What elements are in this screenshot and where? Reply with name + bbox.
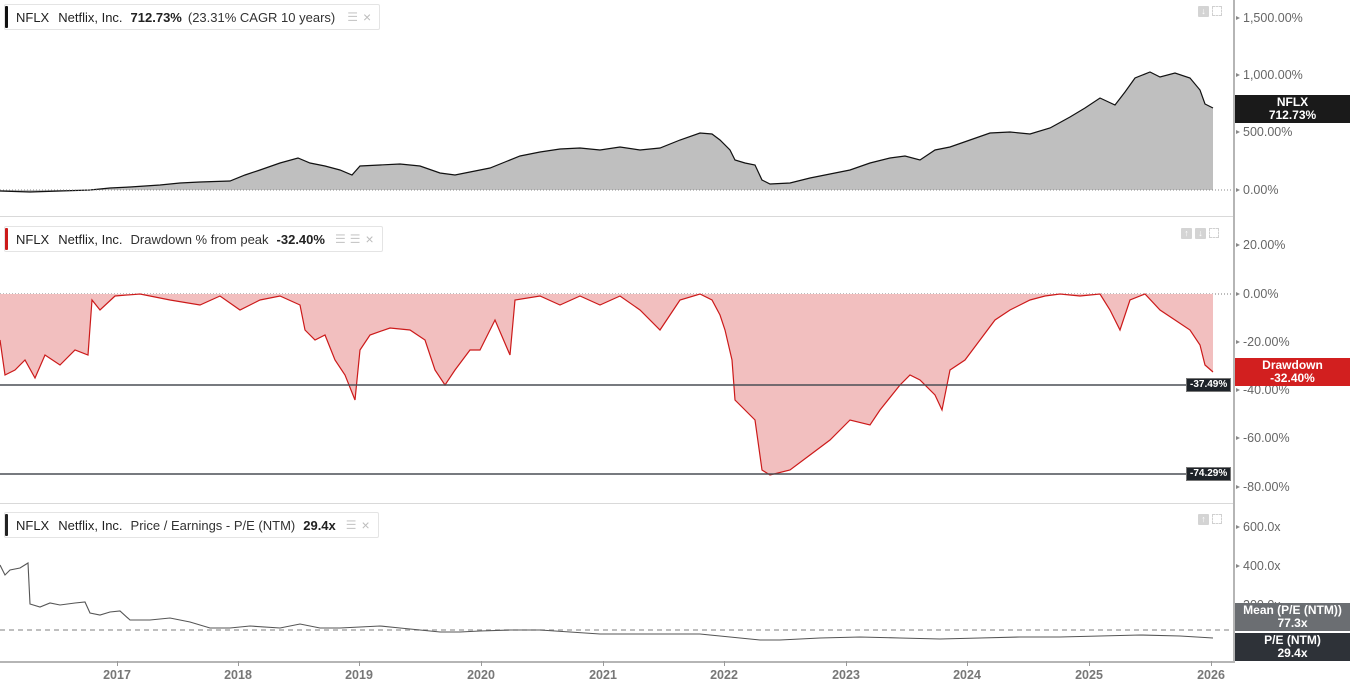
- series-color-swatch: [5, 6, 8, 28]
- drawdown-panel-controls: ↑ ↓: [1181, 228, 1219, 239]
- legend-ticker: NFLX: [16, 231, 50, 247]
- flag-label: NFLX: [1276, 95, 1309, 109]
- flag-label: P/E (NTM): [1264, 633, 1321, 647]
- x-tick-label: 2019: [345, 668, 373, 682]
- x-tick-mark: [1089, 661, 1090, 666]
- x-tick-mark: [724, 661, 725, 666]
- x-tick-mark: [967, 661, 968, 666]
- flag-value: 712.73%: [1268, 108, 1317, 122]
- legend-company-name: Netflix, Inc.: [58, 9, 123, 25]
- panel-separator: [0, 216, 1233, 217]
- pe-line: [0, 562, 1233, 641]
- flag-value: -32.40%: [1270, 371, 1315, 385]
- series-color-swatch: [5, 228, 8, 250]
- close-icon[interactable]: ×: [363, 9, 372, 25]
- y-tick: -40.00%: [1236, 383, 1290, 397]
- x-tick-label: 2025: [1075, 668, 1103, 682]
- y-tick: 1,500.00%: [1236, 11, 1303, 25]
- pe-mean-flag: Mean (P/E (NTM)) 77.3x: [1235, 603, 1350, 631]
- pe-current-flag: P/E (NTM) 29.4x: [1235, 633, 1350, 661]
- price-panel-legend[interactable]: NFLX Netflix, Inc. 712.73% (23.31% CAGR …: [4, 4, 381, 30]
- flag-value: 29.4x: [1277, 646, 1308, 660]
- y-tick: 400.0x: [1236, 559, 1281, 573]
- y-tick: 500.00%: [1235, 125, 1293, 139]
- layers-icon[interactable]: ☰: [345, 518, 357, 532]
- x-tick-mark: [603, 661, 604, 666]
- layers-icon[interactable]: ☰: [347, 10, 359, 24]
- price-value-flag: NFLX 712.73%: [1235, 95, 1350, 123]
- x-tick-label: 2017: [103, 668, 131, 682]
- x-tick-mark: [846, 661, 847, 666]
- y-tick: 1,000.00%: [1236, 68, 1303, 82]
- legend-cagr: (23.31% CAGR 10 years): [187, 9, 336, 25]
- move-up-icon[interactable]: ↑: [1181, 228, 1192, 239]
- x-tick-mark: [481, 661, 482, 666]
- x-tick-label: 2020: [467, 668, 495, 682]
- legend-value: -32.40%: [276, 231, 325, 247]
- drawdown-value-flag: Drawdown -32.40%: [1235, 358, 1350, 386]
- y-tick: 0.00%: [1235, 183, 1279, 197]
- drawdown-hline-label: -37.49%: [1186, 378, 1232, 392]
- x-tick-label: 2018: [224, 668, 252, 682]
- x-tick-mark: [238, 661, 239, 666]
- x-tick-label: 2026: [1197, 668, 1225, 682]
- series-color-swatch: [5, 514, 8, 536]
- move-down-icon[interactable]: ↓: [1198, 6, 1209, 17]
- fullscreen-icon[interactable]: [1212, 6, 1222, 16]
- x-tick-label: 2023: [832, 668, 860, 682]
- close-icon[interactable]: ×: [361, 517, 370, 533]
- legend-value: 712.73%: [130, 9, 182, 25]
- legend-metric: Drawdown % from peak: [130, 231, 269, 247]
- x-tick-label: 2021: [589, 668, 617, 682]
- drawdown-area: [0, 293, 1233, 476]
- charts-canvas: [0, 71, 1233, 641]
- y-tick: -20.00%: [1236, 335, 1290, 349]
- price-panel-controls: ↓: [1198, 6, 1222, 17]
- y-tick: -60.00%: [1236, 431, 1290, 445]
- x-tick-label: 2022: [710, 668, 738, 682]
- close-icon[interactable]: ×: [365, 231, 374, 247]
- panel-separator: [0, 503, 1233, 504]
- layers-up-icon[interactable]: ☰: [334, 232, 346, 246]
- flag-value: 77.3x: [1277, 616, 1308, 630]
- price-return-area: [0, 71, 1233, 193]
- legend-ticker: NFLX: [16, 517, 50, 533]
- move-up-icon[interactable]: ↑: [1198, 514, 1209, 525]
- legend-company-name: Netflix, Inc.: [58, 231, 123, 247]
- x-tick-label: 2024: [953, 668, 981, 682]
- legend-company-name: Netflix, Inc.: [58, 517, 123, 533]
- legend-value: 29.4x: [303, 517, 336, 533]
- drawdown-hline-label: -74.29%: [1186, 467, 1232, 481]
- y-tick: 600.0x: [1236, 520, 1281, 534]
- x-axis-line: [0, 661, 1235, 663]
- x-tick-mark: [359, 661, 360, 666]
- flag-label: Mean (P/E (NTM)): [1243, 603, 1342, 617]
- legend-ticker: NFLX: [16, 9, 50, 25]
- y-tick: 20.00%: [1235, 238, 1286, 252]
- y-tick: -80.00%: [1236, 480, 1290, 494]
- fullscreen-icon[interactable]: [1209, 228, 1219, 238]
- layers-down-icon[interactable]: ☰: [349, 232, 361, 246]
- flag-label: Drawdown: [1262, 358, 1323, 372]
- fullscreen-icon[interactable]: [1212, 514, 1222, 524]
- pe-panel-controls: ↑: [1198, 514, 1222, 525]
- y-axis-line: [1233, 0, 1235, 662]
- y-tick: 0.00%: [1235, 287, 1279, 301]
- x-tick-mark: [1211, 661, 1212, 666]
- move-down-icon[interactable]: ↓: [1195, 228, 1206, 239]
- legend-metric: Price / Earnings - P/E (NTM): [130, 517, 296, 533]
- drawdown-panel-legend[interactable]: NFLX Netflix, Inc. Drawdown % from peak …: [4, 226, 383, 252]
- x-tick-mark: [117, 661, 118, 666]
- pe-panel-legend[interactable]: NFLX Netflix, Inc. Price / Earnings - P/…: [4, 512, 379, 538]
